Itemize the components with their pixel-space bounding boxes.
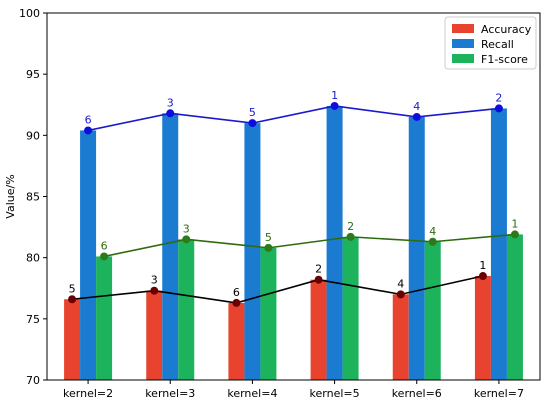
data-point <box>494 104 503 113</box>
legend-swatch <box>452 39 474 48</box>
rank-label: 5 <box>249 106 256 119</box>
rank-label: 2 <box>495 91 502 104</box>
legend-swatch <box>452 54 474 63</box>
legend-swatch <box>452 24 474 33</box>
bar <box>424 241 441 380</box>
rank-label: 5 <box>265 231 272 244</box>
data-point <box>314 275 323 284</box>
series-f1-score-line: 6 3 5 2 4 1 <box>100 217 519 261</box>
rank-label: 3 <box>151 274 158 287</box>
legend-label: Accuracy <box>481 23 532 36</box>
axes: 70 75 80 85 90 95 100 kernel=2 kernel=3 kernel=4 k… <box>4 7 541 400</box>
data-point <box>182 235 191 244</box>
y-tick-label: 80 <box>26 252 40 265</box>
rank-label: 4 <box>429 225 436 238</box>
bar <box>96 256 113 380</box>
rank-label: 4 <box>397 277 404 290</box>
bar <box>244 123 261 380</box>
x-tick-label: kernel=7 <box>474 387 524 400</box>
rank-label: 1 <box>511 217 518 230</box>
rank-label: 4 <box>413 100 420 113</box>
rank-label: 3 <box>167 96 174 109</box>
legend-label: Recall <box>481 38 514 51</box>
plot-area: 5 3 6 2 4 1 6 3 5 1 4 2 6 3 5 2 4 1 <box>64 89 523 381</box>
x-tick-label: kernel=3 <box>145 387 195 400</box>
bar <box>162 113 179 380</box>
bar <box>474 276 491 380</box>
rank-label: 5 <box>69 282 76 295</box>
data-point <box>264 243 273 252</box>
data-point <box>478 272 487 281</box>
y-axis-title: Value/% <box>4 174 17 218</box>
x-tick-label: kernel=2 <box>63 387 113 400</box>
data-point <box>100 252 109 261</box>
bar <box>260 247 277 380</box>
data-point <box>510 230 519 239</box>
rank-label: 2 <box>315 263 322 276</box>
data-point <box>232 298 241 307</box>
legend: Accuracy Recall F1-score <box>444 16 537 70</box>
bar <box>342 236 359 380</box>
bar <box>392 294 409 380</box>
y-tick-label: 90 <box>26 129 40 142</box>
series-f1-score-bars <box>96 234 523 380</box>
y-tick-label: 95 <box>26 68 40 81</box>
x-tick-label: kernel=4 <box>227 387 277 400</box>
bar <box>506 234 523 380</box>
x-tick-label: kernel=6 <box>392 387 442 400</box>
legend-label: F1-score <box>481 53 528 66</box>
bar <box>178 239 195 380</box>
rank-label: 6 <box>233 286 240 299</box>
y-tick-label: 75 <box>26 313 40 326</box>
data-point <box>84 126 93 135</box>
rank-label: 1 <box>331 89 338 102</box>
data-point <box>412 112 421 121</box>
bar <box>228 302 245 380</box>
series-accuracy-line: 5 3 6 2 4 1 <box>68 259 487 307</box>
rank-label: 6 <box>85 113 92 126</box>
y-tick-label: 70 <box>26 374 40 387</box>
y-tick-label: 85 <box>26 191 40 204</box>
rank-label: 6 <box>101 239 108 252</box>
trend-line <box>87 105 500 132</box>
data-point <box>166 109 175 118</box>
data-point <box>68 295 77 304</box>
x-tick-label: kernel=5 <box>310 387 360 400</box>
series-accuracy-bars <box>64 276 491 380</box>
data-point <box>396 290 405 299</box>
trend-line <box>103 233 515 258</box>
data-point <box>346 232 355 241</box>
bar <box>310 279 327 380</box>
bar <box>64 299 81 380</box>
series-recall-bars <box>80 105 507 381</box>
y-tick-label: 100 <box>19 7 40 20</box>
bar <box>408 116 425 380</box>
bar <box>80 130 97 380</box>
data-point <box>150 286 159 295</box>
data-point <box>428 237 437 246</box>
bar <box>146 290 163 380</box>
series-recall-line: 6 3 5 1 4 2 <box>84 89 503 135</box>
data-point <box>330 101 339 110</box>
rank-label: 2 <box>347 220 354 233</box>
rank-label: 3 <box>183 222 190 235</box>
bar <box>326 105 343 380</box>
rank-label: 1 <box>479 259 486 272</box>
bar <box>490 108 507 381</box>
trend-line <box>71 275 484 304</box>
data-point <box>248 119 257 128</box>
